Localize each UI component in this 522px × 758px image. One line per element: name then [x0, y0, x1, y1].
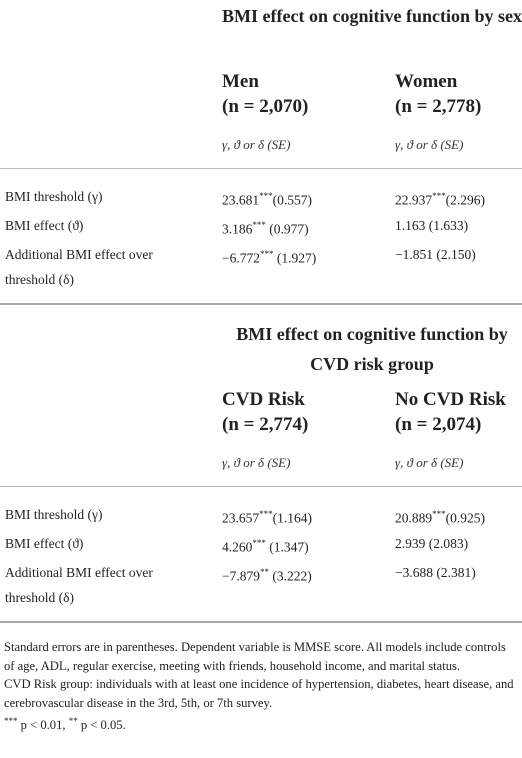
group-name: No CVD Risk: [395, 389, 506, 410]
group-n: (n = 2,070): [222, 96, 309, 117]
footnotes: Standard errors are in parentheses. Depe…: [4, 638, 518, 735]
estimate: 3.186: [222, 221, 253, 237]
rule: [0, 168, 522, 169]
stars: ***: [260, 249, 274, 259]
footnote-text: Standard errors are in parentheses. Depe…: [4, 640, 506, 673]
stars: ***: [432, 191, 446, 201]
footnote-text: ***: [4, 716, 18, 726]
estimate: −6.772: [222, 250, 260, 266]
se: (0.977): [265, 221, 309, 237]
se: (2.381): [433, 565, 476, 580]
cell: −1.851 (2.150): [395, 242, 476, 267]
footnote: *** p < 0.01, ** p < 0.05.: [4, 712, 518, 735]
estimate: −3.688: [395, 565, 433, 580]
se: (1.633): [425, 218, 469, 233]
row-label: BMI threshold (γ): [5, 189, 103, 204]
estimate: −7.879: [222, 568, 260, 584]
footnote-text: CVD Risk group: individuals with at leas…: [4, 677, 514, 710]
footnote-text: p < 0.05.: [77, 718, 126, 733]
estimate: 2.939: [395, 536, 426, 551]
group-n: (n = 2,074): [395, 414, 482, 435]
footnote: Standard errors are in parentheses. Depe…: [4, 638, 518, 675]
rule: [0, 621, 522, 623]
row-label: BMI threshold (γ): [5, 507, 103, 522]
group-name: Men: [222, 71, 259, 92]
footnote: CVD Risk group: individuals with at leas…: [4, 675, 518, 712]
estimate: 23.681: [222, 192, 260, 208]
se: (1.347): [265, 539, 309, 555]
footnote-text: p < 0.01,: [17, 718, 69, 733]
cell: −7.879** (3.222): [222, 560, 312, 589]
se: (2.150): [433, 247, 476, 262]
row-label: Additional BMI effect over threshold (δ): [5, 565, 153, 605]
stars: ***: [259, 191, 273, 201]
se: (2.083): [425, 536, 469, 551]
se: (1.927): [273, 250, 317, 266]
subheader: γ, ϑ or δ (SE): [395, 137, 464, 152]
cell: 2.939 (2.083): [395, 531, 468, 556]
group-name: CVD Risk: [222, 389, 305, 410]
subheader: γ, ϑ or δ (SE): [222, 137, 291, 152]
se: (0.557): [272, 192, 312, 208]
subheader: γ, ϑ or δ (SE): [395, 455, 464, 470]
se: (2.296): [445, 192, 485, 208]
cell: 22.937***(2.296): [395, 184, 485, 213]
se: (1.164): [272, 510, 312, 526]
section-title: BMI effect on cognitive function by sex: [222, 6, 522, 26]
estimate: −1.851: [395, 247, 433, 262]
cell: −6.772*** (1.927): [222, 242, 316, 271]
subheader: γ, ϑ or δ (SE): [222, 455, 291, 470]
cell: 20.889***(0.925): [395, 502, 485, 531]
group-name: Women: [395, 71, 458, 92]
stars: ***: [252, 538, 266, 548]
se: (0.925): [445, 510, 485, 526]
cell: −3.688 (2.381): [395, 560, 476, 585]
row-label: BMI effect (ϑ): [5, 218, 84, 233]
group-n: (n = 2,778): [395, 96, 482, 117]
cell: 23.681***(0.557): [222, 184, 312, 213]
footnote-text: **: [68, 716, 78, 726]
rule: [0, 486, 522, 487]
cell: 4.260*** (1.347): [222, 531, 309, 560]
rule: [0, 303, 522, 305]
estimate: 22.937: [395, 192, 433, 208]
stars: ***: [252, 220, 266, 230]
cell: 3.186*** (0.977): [222, 213, 309, 242]
estimate: 1.163: [395, 218, 426, 233]
se: (3.222): [269, 568, 312, 584]
section-title: BMI effect on cognitive function by CVD …: [236, 324, 508, 374]
row-label: BMI effect (ϑ): [5, 536, 84, 551]
cell: 1.163 (1.633): [395, 213, 468, 238]
stars: ***: [259, 509, 273, 519]
stars: ***: [432, 509, 446, 519]
stars: **: [260, 567, 269, 577]
group-n: (n = 2,774): [222, 414, 309, 435]
estimate: 20.889: [395, 510, 433, 526]
estimate: 4.260: [222, 539, 253, 555]
row-label: Additional BMI effect over threshold (δ): [5, 247, 153, 287]
cell: 23.657***(1.164): [222, 502, 312, 531]
estimate: 23.657: [222, 510, 260, 526]
